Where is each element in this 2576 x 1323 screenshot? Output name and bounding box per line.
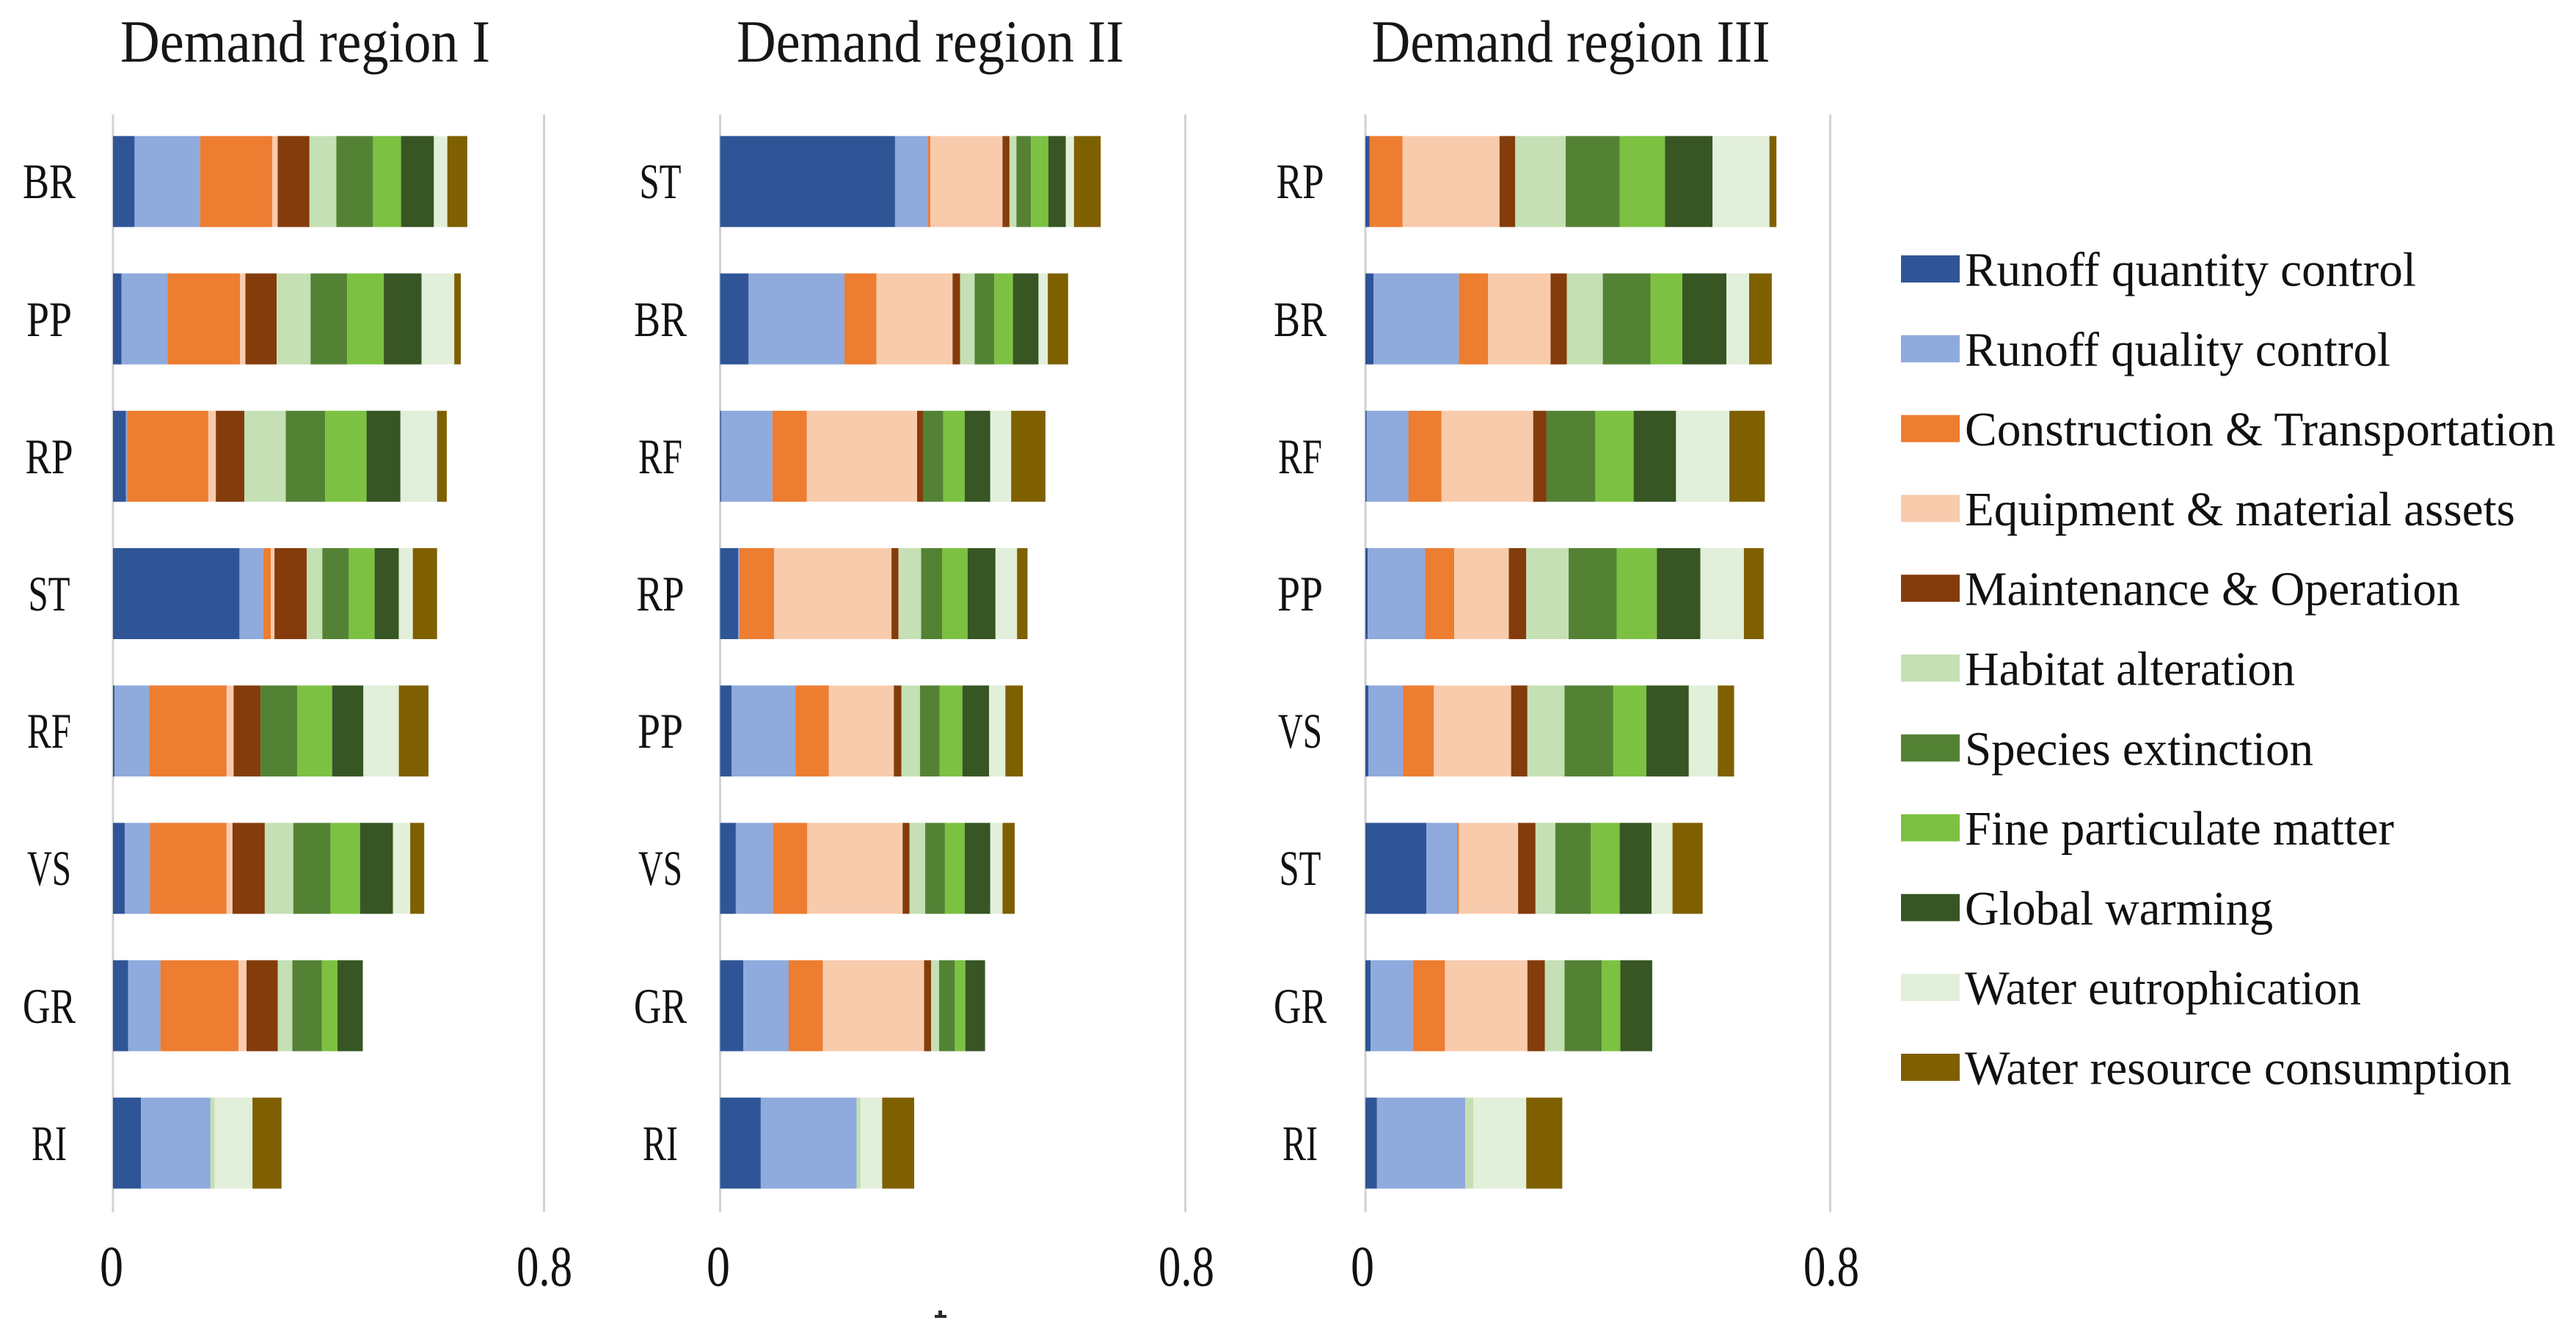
svg-text:GR: GR bbox=[1274, 978, 1327, 1034]
svg-text:Runoff quality control: Runoff quality control bbox=[1965, 323, 2390, 376]
svg-text:0: 0 bbox=[1351, 1234, 1374, 1298]
svg-text:PP: PP bbox=[26, 291, 72, 347]
svg-text:0: 0 bbox=[100, 1234, 123, 1298]
svg-text:Global warming: Global warming bbox=[1965, 882, 2273, 936]
svg-text:Water eutrophication: Water eutrophication bbox=[1965, 962, 2361, 1016]
svg-text:RF: RF bbox=[1278, 429, 1322, 484]
svg-text:PP: PP bbox=[1277, 566, 1323, 622]
svg-text:Maintenance & Operation: Maintenance & Operation bbox=[1965, 563, 2460, 616]
svg-text:VS: VS bbox=[27, 840, 71, 896]
svg-text:Water resource consumption: Water resource consumption bbox=[1965, 1042, 2511, 1096]
svg-text:RF: RF bbox=[638, 429, 682, 484]
svg-text:VS: VS bbox=[638, 840, 682, 896]
svg-text:ST: ST bbox=[29, 566, 70, 622]
svg-text:BR: BR bbox=[23, 153, 76, 209]
svg-text:Equipment & material assets: Equipment & material assets bbox=[1965, 483, 2515, 536]
svg-text:BR: BR bbox=[634, 291, 687, 347]
svg-text:ST: ST bbox=[1280, 840, 1321, 896]
svg-text:RP: RP bbox=[637, 566, 685, 622]
svg-text:Demand region III: Demand region III bbox=[1372, 8, 1770, 75]
svg-text:RI: RI bbox=[1282, 1115, 1318, 1171]
svg-text:0.8: 0.8 bbox=[517, 1234, 572, 1298]
svg-text:Habitat alteration: Habitat alteration bbox=[1965, 643, 2295, 696]
svg-text:RP: RP bbox=[26, 429, 73, 484]
svg-text:Demand region II: Demand region II bbox=[737, 8, 1124, 75]
svg-text:0: 0 bbox=[707, 1234, 730, 1298]
svg-text:VS: VS bbox=[1278, 703, 1322, 759]
svg-text:Construction & Transportation: Construction & Transportation bbox=[1965, 403, 2555, 456]
svg-text:GR: GR bbox=[634, 978, 687, 1034]
svg-text:Runoff quantity control: Runoff quantity control bbox=[1965, 244, 2416, 297]
svg-text:BR: BR bbox=[1274, 291, 1327, 347]
svg-text:ST: ST bbox=[640, 153, 682, 209]
svg-text:Species extinction: Species extinction bbox=[1965, 722, 2313, 776]
svg-text:PP: PP bbox=[638, 703, 683, 759]
svg-text:RI: RI bbox=[643, 1115, 678, 1171]
svg-text:RP: RP bbox=[1277, 153, 1324, 209]
svg-text:Fine particulate matter: Fine particulate matter bbox=[1965, 802, 2394, 856]
svg-text:GR: GR bbox=[23, 978, 76, 1034]
svg-text:RF: RF bbox=[27, 703, 71, 759]
svg-text:0.8: 0.8 bbox=[1803, 1234, 1859, 1298]
svg-text:RI: RI bbox=[32, 1115, 67, 1171]
svg-text:0.8: 0.8 bbox=[1159, 1234, 1214, 1298]
svg-text:Demand region I: Demand region I bbox=[120, 8, 490, 75]
